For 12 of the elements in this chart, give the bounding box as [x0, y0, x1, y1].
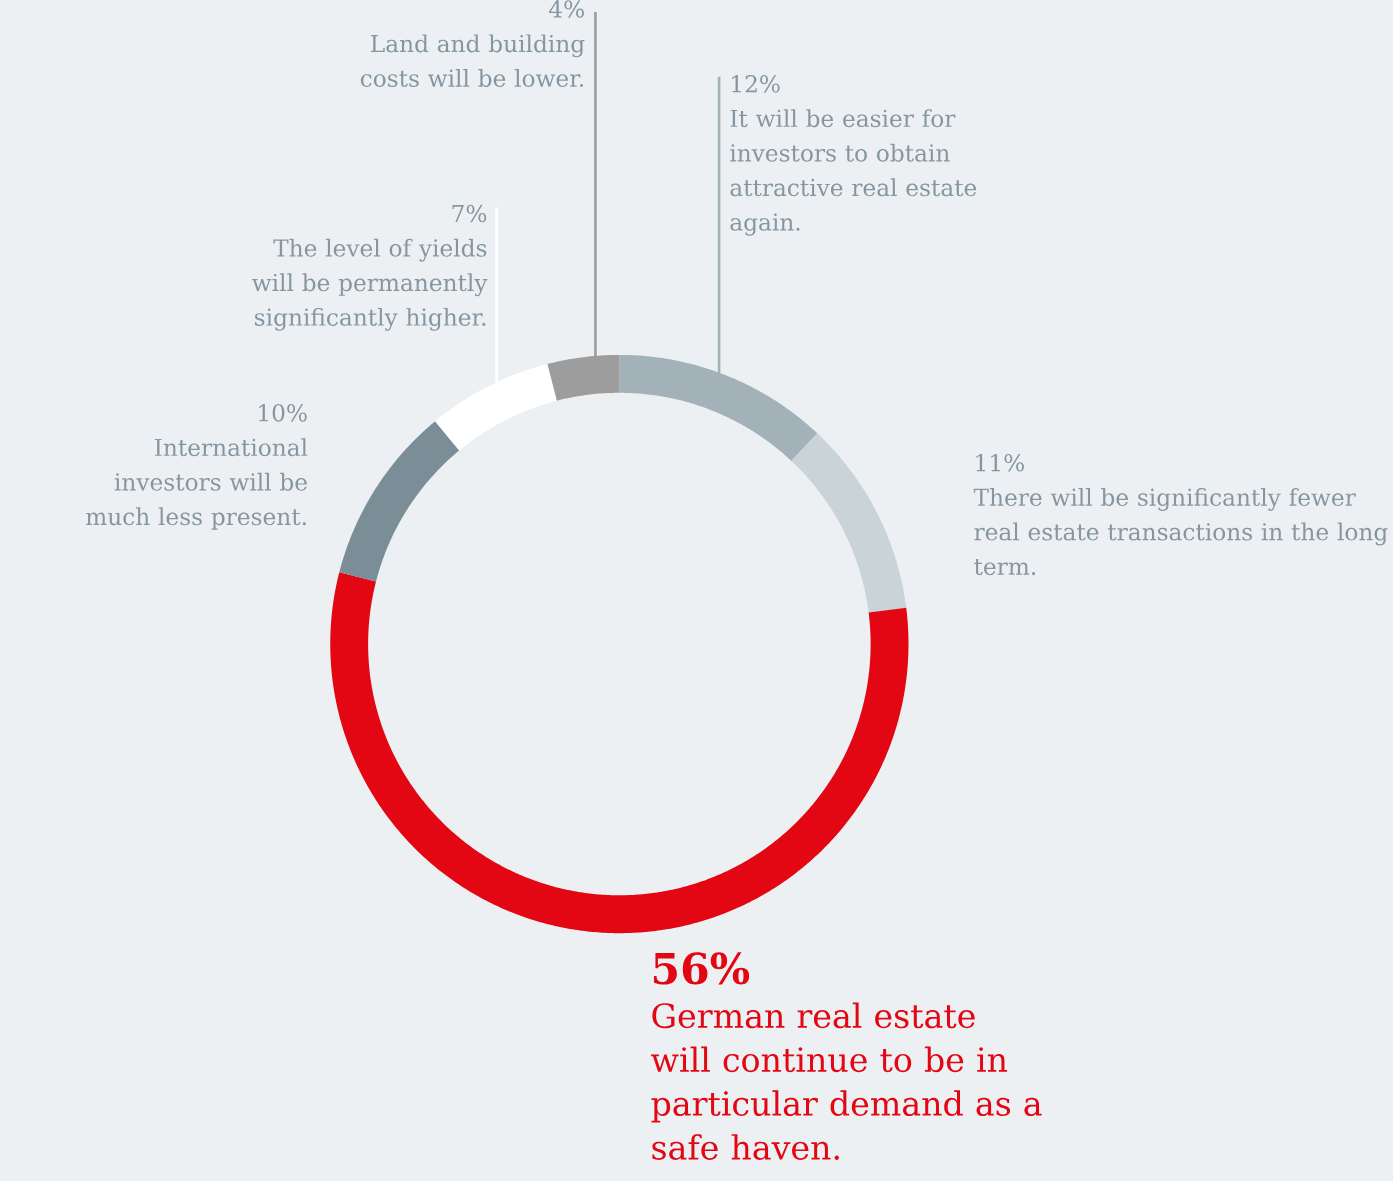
slice-label: There will be significantly fewer real estate transactions in the long term. — [973, 487, 1388, 575]
slice-label: German real estate will continue to be in particular demand as a safe haven. — [651, 1002, 1042, 1160]
data-label: 10% — [259, 403, 307, 422]
slice-label: International investors will be much less present. — [86, 437, 308, 530]
data-label: 12% — [732, 74, 780, 93]
data-label: 11% — [976, 453, 1024, 472]
data-label: 7% — [452, 204, 487, 223]
data-label: 4% — [549, 0, 584, 18]
data-label: 56% — [654, 952, 750, 985]
slice-label: Land and building costs will be lower. — [360, 34, 585, 87]
slice-label: The level of yields will be permanently significantly higher. — [252, 238, 488, 331]
slice-label: It will be easier for investors to obtain attractive real estate again. — [730, 108, 977, 236]
